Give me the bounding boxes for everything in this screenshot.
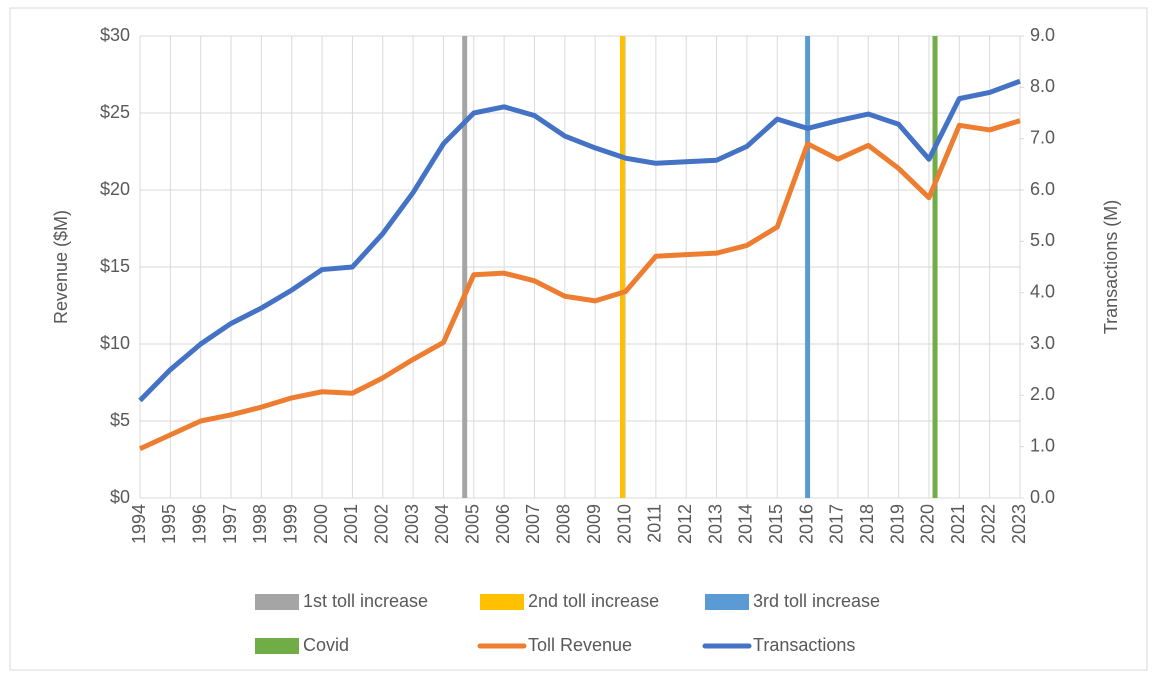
x-tick-label: 2022 [978,504,998,544]
y2-tick-label: 8.0 [1030,76,1055,96]
x-tick-label: 2012 [675,504,695,544]
legend-label: Covid [303,635,349,655]
x-tick-label: 2002 [372,504,392,544]
legend-label: 1st toll increase [303,591,428,611]
y-tick-label: $0 [110,487,130,507]
y2-tick-label: 5.0 [1030,230,1055,250]
x-tick-label: 2011 [645,504,665,543]
y-tick-label: $5 [110,410,130,430]
x-tick-label: 2010 [614,504,634,544]
x-tick-label: 2016 [796,504,816,544]
x-tick-label: 2003 [402,504,422,544]
x-tick-label: 2005 [463,504,483,544]
data-line [138,78,1021,403]
x-tick-label: 2000 [311,504,331,544]
y2-tick-label: 9.0 [1030,25,1055,45]
x-tick-label: 2018 [857,504,877,544]
x-tick-label: 1997 [220,504,240,544]
x-tick-label: 1999 [280,504,300,544]
y2-tick-label: 1.0 [1030,435,1055,455]
y-tick-label: $25 [100,102,130,122]
y2-axis-title: Transactions (M) [1101,200,1121,334]
x-tick-label: 2006 [493,504,513,544]
legend-label: 2nd toll increase [528,591,659,611]
x-tick-label: 1998 [250,504,270,544]
x-tick-label: 2014 [736,504,756,544]
legend-swatch [480,594,524,610]
legend-label: Transactions [753,635,855,655]
x-tick-label: 2023 [1009,504,1029,544]
x-tick-label: 1996 [189,504,209,544]
legend-swatch [705,594,749,610]
y2-tick-label: 3.0 [1030,333,1055,353]
legend-swatch [255,638,299,654]
x-tick-label: 2013 [705,504,725,544]
x-tick-label: 2007 [523,504,543,544]
y-tick-label: $15 [100,256,130,276]
x-tick-label: 2004 [432,504,452,544]
y2-tick-label: 2.0 [1030,384,1055,404]
y2-tick-label: 7.0 [1030,127,1055,147]
x-tick-label: 2001 [341,504,361,544]
x-tick-label: 2021 [948,504,968,544]
legend-label: Toll Revenue [528,635,632,655]
y2-tick-label: 6.0 [1030,179,1055,199]
x-tick-label: 2019 [887,504,907,544]
chart-border [9,7,1148,671]
y-tick-label: $20 [100,179,130,199]
x-tick-label: 2015 [766,504,786,544]
legend-swatch [255,594,299,610]
x-tick-label: 1995 [159,504,179,544]
x-tick-label: 2008 [554,504,574,544]
y-axis-title: Revenue ($M) [51,210,71,324]
x-tick-label: 2009 [584,504,604,544]
x-tick-label: 2017 [827,504,847,544]
data-line [138,118,1021,451]
y-tick-label: $30 [100,25,130,45]
x-tick-label: 2020 [918,504,938,544]
y2-tick-label: 0.0 [1030,487,1055,507]
y-tick-label: $10 [100,333,130,353]
x-tick-label: 1994 [129,504,149,544]
legend-label: 3rd toll increase [753,591,880,611]
y2-tick-label: 4.0 [1030,281,1055,301]
